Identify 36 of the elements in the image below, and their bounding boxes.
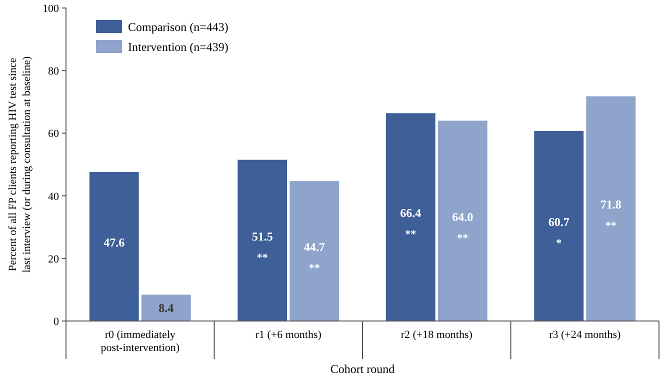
- y-tick-label: 0: [54, 316, 60, 328]
- x-axis-title: Cohort round: [330, 362, 395, 376]
- bar: [141, 294, 191, 321]
- x-tick-label: r3 (+24 months): [549, 329, 621, 341]
- bar: [386, 113, 436, 321]
- y-tick-label: 20: [48, 253, 60, 266]
- x-tick-label: r0 (immediately post-intervention): [100, 329, 180, 354]
- data-label: 51.5: [252, 229, 273, 244]
- data-label: 60.7: [548, 215, 570, 230]
- x-tick-label: r1 (+6 months): [255, 329, 322, 341]
- y-tick-label: 100: [42, 3, 60, 15]
- annotation: **: [457, 232, 469, 244]
- bar: [238, 160, 288, 321]
- data-label: 71.8: [600, 198, 622, 212]
- bar: [438, 120, 488, 321]
- legend-label: Comparison (n=443): [128, 20, 228, 34]
- bar: [89, 172, 139, 321]
- bar: [534, 131, 584, 321]
- data-label: 66.4: [400, 206, 422, 220]
- y-tick-label: 40: [48, 190, 60, 203]
- data-label: 8.4: [158, 300, 174, 315]
- annotation: *: [556, 238, 562, 250]
- annotation: **: [308, 262, 320, 275]
- bar: [586, 96, 636, 321]
- y-tick-label: 60: [48, 128, 60, 140]
- bar: [290, 181, 340, 321]
- y-tick-label: 80: [48, 66, 60, 78]
- legend-label: Intervention (n=439): [128, 40, 228, 54]
- y-axis-title: Percent of all FP clients reporting HIV test since last interview (or during consultation at baseline): [7, 56, 33, 273]
- data-label: 64.0: [452, 210, 474, 224]
- annotation: **: [256, 252, 268, 264]
- annotation: **: [605, 220, 617, 232]
- x-tick-label: r2 (+18 months): [400, 329, 473, 341]
- data-label: 47.6: [104, 236, 125, 250]
- data-label: 44.7: [304, 240, 325, 254]
- annotation: **: [405, 228, 417, 241]
